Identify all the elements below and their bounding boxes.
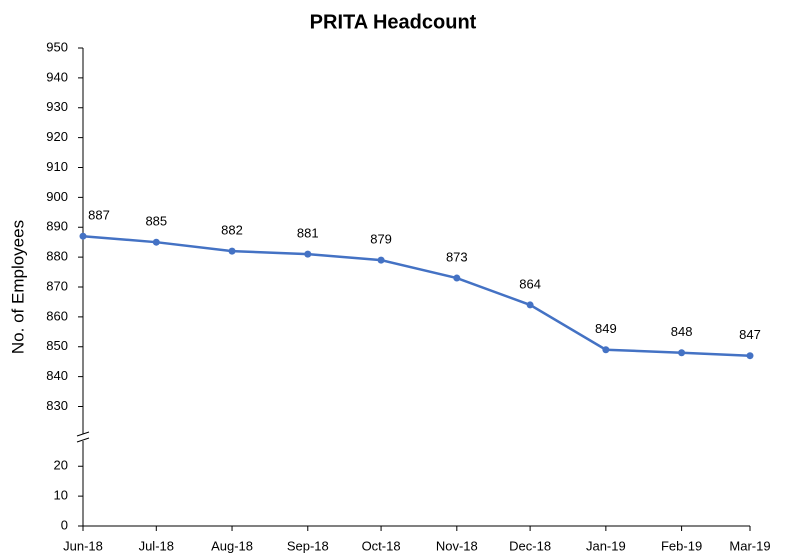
y-tick-label: 880 xyxy=(46,249,68,264)
point xyxy=(152,238,160,246)
point xyxy=(526,301,534,309)
x-tick-label: Jan-19 xyxy=(586,538,626,553)
y-tick-label: 910 xyxy=(46,159,68,174)
line xyxy=(82,234,751,357)
data-label: 881 xyxy=(297,226,319,241)
data-label: 879 xyxy=(370,232,392,247)
y-tick-label: 870 xyxy=(46,278,68,293)
y-tick-label: 850 xyxy=(46,338,68,353)
data-label: 849 xyxy=(595,321,617,336)
axis-break-mark xyxy=(76,437,90,443)
y-tick-label: 950 xyxy=(46,39,68,54)
data-label: 887 xyxy=(88,208,110,223)
y-tick-label: 940 xyxy=(46,69,68,84)
y-tick-label: 920 xyxy=(46,129,68,144)
x-tick-label: Mar-19 xyxy=(729,538,770,553)
chart-title: PRITA Headcount xyxy=(310,11,477,33)
point xyxy=(377,256,385,264)
point xyxy=(678,349,686,357)
point xyxy=(746,352,754,360)
y-tick-label: 840 xyxy=(46,368,68,383)
x-tick-label: Jun-18 xyxy=(63,538,103,553)
y-axis-title: No. of Employees xyxy=(8,220,27,354)
x-tick-label: Aug-18 xyxy=(211,538,253,553)
data-label: 882 xyxy=(221,223,243,238)
x-tick-label: Oct-18 xyxy=(362,538,401,553)
x-tick-label: Sep-18 xyxy=(287,538,329,553)
y-tick-label: 930 xyxy=(46,99,68,114)
axis-break-gap xyxy=(76,434,90,441)
y-tick-label: 10 xyxy=(54,488,68,503)
point xyxy=(228,247,236,255)
x-tick-label: Feb-19 xyxy=(661,538,702,553)
point xyxy=(453,274,461,282)
data-label: 847 xyxy=(739,327,761,342)
y-tick-label: 20 xyxy=(54,458,68,473)
axis-break-mark xyxy=(76,431,90,437)
y-tick-label: 900 xyxy=(46,189,68,204)
data-label: 885 xyxy=(145,214,167,229)
x-tick-label: Jul-18 xyxy=(139,538,174,553)
x-tick-label: Nov-18 xyxy=(436,538,478,553)
x-tick-label: Dec-18 xyxy=(509,538,551,553)
y-tick-label: 860 xyxy=(46,308,68,323)
point xyxy=(602,346,610,354)
point xyxy=(79,232,87,240)
y-tick-label: 0 xyxy=(61,517,68,532)
y-tick-label: 890 xyxy=(46,219,68,234)
y-tick-label: 830 xyxy=(46,398,68,413)
data-label: 848 xyxy=(671,324,693,339)
point xyxy=(304,250,312,258)
data-label: 864 xyxy=(519,276,541,291)
data-label: 873 xyxy=(446,249,468,264)
